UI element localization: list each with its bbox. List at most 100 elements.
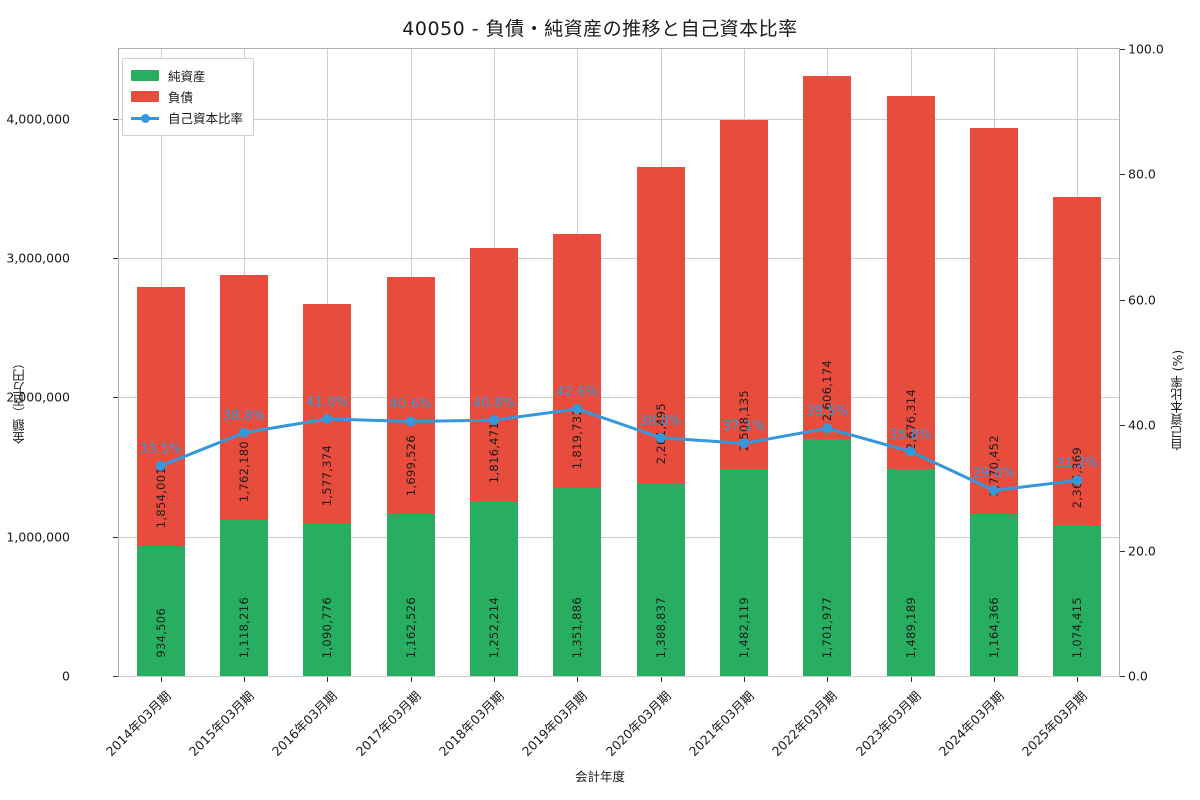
x-axis-tick-mark [244, 677, 245, 682]
bar-segment-equity[interactable]: 1,482,119 [719, 469, 769, 676]
gridline-horizontal [119, 397, 1119, 399]
bar-segment-equity[interactable]: 1,252,214 [469, 501, 519, 676]
bar-value-label-equity: 1,074,415 [1070, 596, 1085, 658]
bar-segment-equity[interactable]: 1,351,886 [553, 487, 602, 676]
bar-segment-equity[interactable]: 1,164,366 [969, 513, 1019, 676]
x-axis-tick-mark [660, 677, 662, 682]
gridline-horizontal [119, 536, 1119, 538]
bar-segment-liabilities[interactable]: 2,365,369 [1053, 196, 1102, 527]
bar-value-label-equity: 1,252,214 [486, 596, 501, 658]
ratio-value-label: 37.1% [722, 419, 766, 435]
x-axis-tick-mark [410, 677, 412, 682]
y-axis-left-tick-mark [113, 397, 118, 399]
y-axis-right-tick-label: 80.0 [1128, 166, 1156, 182]
ratio-value-label: 31.2% [1056, 456, 1099, 472]
bar-value-label-liabilities: 1,762,180 [236, 440, 251, 503]
legend-item-equity-ratio: 自己資本比率 [131, 107, 243, 128]
bar-segment-liabilities[interactable]: 1,854,001 [136, 287, 185, 546]
y-axis-right-tick-label: 40.0 [1128, 417, 1156, 433]
bar-segment-equity[interactable]: 1,118,216 [219, 520, 269, 676]
bar-segment-liabilities[interactable]: 1,577,374 [303, 304, 352, 525]
plot-area: 934,506 1,854,001 1,118,216 1,762,180 1,090,… [118, 48, 1120, 677]
bar-segment-equity[interactable]: 934,506 [136, 545, 185, 676]
bar-column[interactable]: 934,506 1,854,001 [136, 49, 185, 676]
y-axis-right-tick-label: 60.0 [1128, 292, 1156, 308]
x-axis-tick-mark [994, 677, 995, 682]
y-axis-left-tick-mark [113, 676, 118, 677]
bar-value-label-equity: 1,482,119 [736, 596, 751, 658]
bar-column[interactable]: 1,090,776 1,577,374 [303, 49, 352, 676]
bar-segment-liabilities[interactable]: 1,699,526 [386, 277, 435, 515]
bar-value-label-equity: 1,388,837 [653, 596, 668, 658]
bar-column[interactable]: 1,482,119 2,508,135 [719, 49, 769, 676]
x-axis-tick-mark [1077, 677, 1079, 682]
bar-column[interactable]: 1,074,415 2,365,369 [1053, 49, 1102, 676]
bar-segment-liabilities[interactable]: 1,819,732 [553, 234, 602, 488]
x-axis-tick-mark [494, 677, 495, 682]
ratio-value-label: 29.6% [972, 466, 1016, 482]
bar-value-label-equity: 1,164,366 [986, 596, 1001, 658]
bar-value-label-liabilities: 1,577,374 [320, 444, 335, 507]
bar-segment-liabilities[interactable]: 2,770,452 [969, 127, 1019, 514]
bar-value-label-equity: 1,701,977 [820, 596, 835, 658]
ratio-value-label: 33.5% [139, 441, 182, 457]
ratio-value-label: 39.5% [806, 404, 849, 420]
bar-column[interactable]: 1,489,189 2,676,314 [886, 49, 935, 676]
y-axis-left-tick-mark [113, 258, 118, 259]
legend-label-liabilities: 負債 [168, 90, 194, 105]
legend-swatch-equity [131, 70, 159, 81]
y-axis-left-tick-mark [113, 536, 118, 538]
bar-column[interactable]: 1,388,837 2,261,495 [636, 49, 685, 676]
bar-segment-equity[interactable]: 1,074,415 [1053, 526, 1102, 676]
bar-segment-liabilities[interactable]: 2,676,314 [886, 95, 935, 469]
bar-segment-equity[interactable]: 1,489,189 [886, 468, 935, 676]
gridline-horizontal [119, 118, 1119, 120]
bar-segment-liabilities[interactable]: 2,508,135 [719, 120, 769, 470]
bar-column[interactable]: 1,701,977 2,606,174 [803, 49, 852, 676]
x-axis-tick-mark [910, 677, 912, 682]
x-axis-tick-mark [744, 677, 745, 682]
bar-segment-liabilities[interactable]: 1,816,471 [469, 248, 519, 502]
bar-column[interactable]: 1,351,886 1,819,732 [553, 49, 602, 676]
legend-label-equity-ratio: 自己資本比率 [168, 111, 244, 126]
gridline-horizontal [119, 258, 1119, 259]
y-axis-right-tick-mark [1120, 676, 1125, 677]
ratio-value-label: 42.6% [556, 384, 599, 400]
ratio-value-label: 38.8% [222, 408, 266, 424]
bar-segment-liabilities[interactable]: 1,762,180 [219, 274, 269, 521]
y-axis-right-tick-mark [1120, 174, 1125, 176]
bar-value-label-equity: 1,351,886 [570, 596, 585, 658]
bar-segment-equity[interactable]: 1,701,977 [803, 438, 852, 676]
bar-value-label-equity: 1,118,216 [236, 596, 251, 658]
bar-value-label-liabilities: 1,819,732 [570, 408, 585, 470]
y-axis-left-tick-label: 2,000,000 [6, 389, 70, 405]
y-axis-right-tick-mark [1120, 49, 1125, 50]
bar-column[interactable]: 1,162,526 1,699,526 [386, 49, 435, 676]
bar-column[interactable]: 1,164,366 2,770,452 [969, 49, 1019, 676]
bar-value-label-liabilities: 1,699,526 [403, 434, 418, 497]
legend: 純資産 負債 自己資本比率 [122, 58, 255, 136]
ratio-value-label: 40.8% [472, 396, 516, 412]
bar-segment-liabilities[interactable]: 2,606,174 [803, 75, 852, 439]
y-axis-right-title: 自己資本比率 (%) [1170, 349, 1185, 451]
bar-series-layer: 934,506 1,854,001 1,118,216 1,762,180 1,090,… [119, 49, 1119, 676]
bar-segment-equity[interactable]: 1,388,837 [636, 482, 685, 676]
legend-item-equity: 純資産 [131, 65, 243, 86]
x-axis-tick-mark [160, 677, 162, 682]
legend-item-liabilities: 負債 [131, 86, 243, 107]
legend-label-equity: 純資産 [168, 69, 206, 84]
y-axis-right-tick-label: 0.0 [1128, 668, 1148, 684]
bar-value-label-liabilities: 1,816,471 [486, 422, 501, 484]
bar-value-label-equity: 1,090,776 [320, 596, 335, 658]
ratio-value-label: 35.8% [889, 427, 932, 443]
bar-segment-equity[interactable]: 1,162,526 [386, 514, 435, 676]
bar-segment-liabilities[interactable]: 2,261,495 [636, 167, 685, 483]
bar-segment-equity[interactable]: 1,090,776 [303, 524, 352, 676]
ratio-value-label: 40.6% [389, 397, 432, 413]
x-axis-title: 会計年度 [574, 769, 625, 784]
bar-column[interactable]: 1,252,214 1,816,471 [469, 49, 519, 676]
y-axis-right-tick-mark [1120, 425, 1125, 427]
bar-column[interactable]: 1,118,216 1,762,180 [219, 49, 269, 676]
ratio-value-label: 38.0% [639, 413, 682, 429]
